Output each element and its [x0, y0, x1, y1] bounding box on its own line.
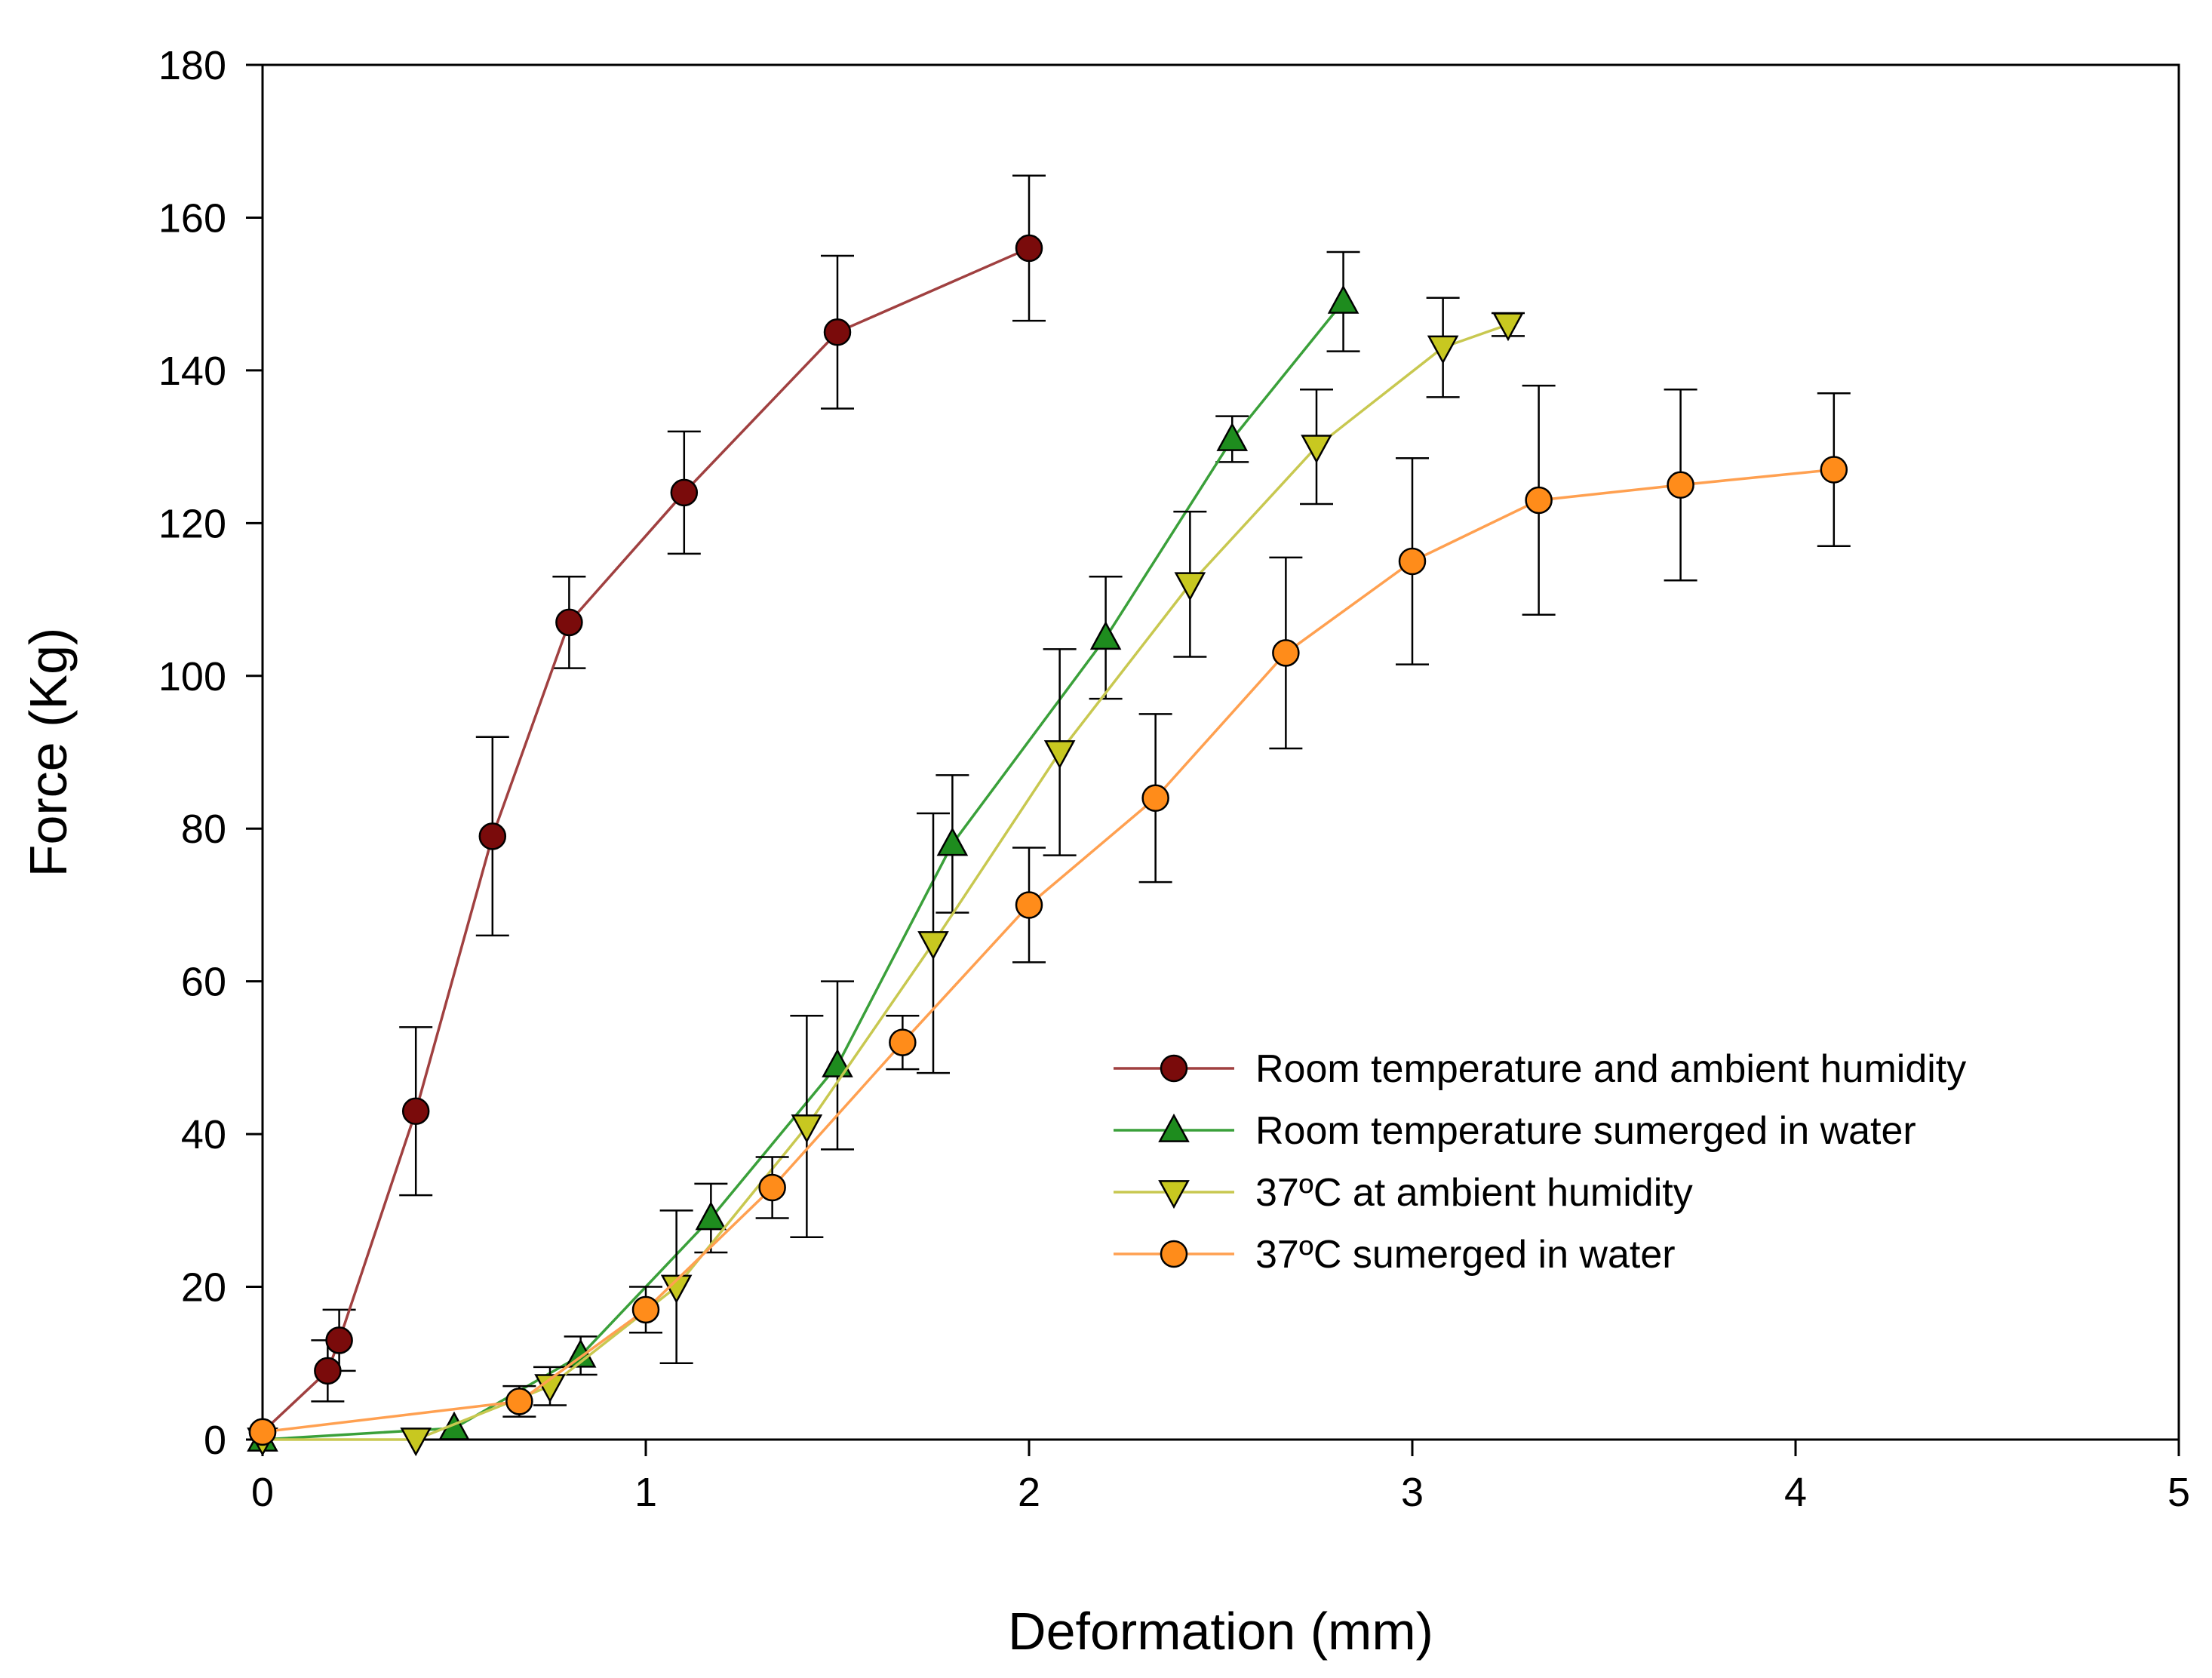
data-point	[1427, 335, 1459, 364]
data-point	[791, 1114, 823, 1144]
data-point	[889, 1028, 917, 1056]
data-point	[1015, 234, 1043, 263]
data-point	[400, 1428, 432, 1457]
data-point	[758, 1173, 786, 1202]
x-axis-title: Deformation (mm)	[1008, 1602, 1433, 1661]
legend-marker	[1158, 1180, 1190, 1209]
legend-marker	[1160, 1240, 1188, 1268]
data-point	[695, 1201, 727, 1231]
data-point	[631, 1295, 660, 1324]
legend-item: Room temperature and ambient humidity	[1114, 1047, 1966, 1091]
data-point	[505, 1388, 533, 1415]
data-point	[1174, 572, 1206, 601]
data-point	[478, 822, 507, 850]
data-point	[823, 318, 852, 346]
data-point	[936, 827, 969, 856]
data-point	[555, 608, 583, 637]
data-point	[1272, 639, 1300, 667]
x-tick-label: 2	[1018, 1470, 1040, 1515]
data-point	[1089, 621, 1122, 650]
data-point	[564, 1338, 597, 1368]
legend-item: Room temperature sumerged in water	[1114, 1109, 1916, 1153]
legend-label: Room temperature and ambient humidity	[1255, 1047, 1966, 1091]
x-tick-label: 4	[1784, 1470, 1807, 1515]
x-tick-label: 1	[634, 1470, 657, 1515]
data-point	[1015, 891, 1043, 919]
data-point	[1327, 284, 1359, 314]
data-point	[534, 1374, 566, 1403]
y-tick-label: 120	[158, 501, 226, 546]
data-point	[314, 1357, 342, 1385]
data-point	[401, 1097, 430, 1125]
y-tick-label: 160	[158, 195, 226, 241]
legend-item: 37ºC at ambient humidity	[1114, 1171, 1693, 1215]
y-tick-label: 60	[181, 960, 226, 1005]
y-tick-label: 20	[181, 1265, 226, 1311]
data-point	[1398, 547, 1427, 576]
data-point	[1525, 486, 1553, 515]
legend-label: Room temperature sumerged in water	[1255, 1109, 1916, 1153]
legend-label: 37ºC at ambient humidity	[1255, 1171, 1693, 1215]
data-point	[1301, 435, 1332, 464]
y-tick-label: 80	[181, 807, 226, 852]
data-point	[1667, 471, 1694, 499]
data-point	[1492, 312, 1524, 342]
legend-marker	[1158, 1113, 1190, 1142]
data-point	[325, 1326, 353, 1354]
data-point	[670, 478, 699, 507]
series-4	[248, 384, 1851, 1446]
axes: 0 1 2 3 4 5 0 20 40 60 80 100 120 140 160 180	[158, 43, 2190, 1515]
x-tick-label: 5	[2167, 1470, 2190, 1515]
x-tick-label: 3	[1401, 1470, 1424, 1515]
legend-label: 37ºC sumerged in water	[1255, 1233, 1676, 1277]
x-tick-label: 0	[251, 1470, 274, 1515]
y-tick-label: 140	[158, 349, 226, 394]
legend-marker	[1160, 1054, 1188, 1083]
y-tick-label: 0	[204, 1418, 226, 1463]
legend: Room temperature and ambient humidity Roo…	[1114, 1047, 1966, 1277]
y-axis-title: Force (Kg)	[19, 628, 78, 877]
data-point	[248, 1418, 277, 1446]
series-line	[262, 468, 1834, 1434]
y-tick-label: 100	[158, 654, 226, 699]
legend-item: 37ºC sumerged in water	[1114, 1233, 1676, 1277]
data-point	[1043, 740, 1076, 770]
plot-frame	[261, 63, 2180, 1441]
y-tick-label: 40	[181, 1112, 226, 1157]
y-tick-label: 180	[158, 43, 226, 88]
series-layer	[247, 174, 1851, 1457]
data-point	[1216, 422, 1249, 451]
data-point	[1141, 784, 1169, 812]
data-point	[1820, 456, 1848, 484]
data-point	[917, 931, 949, 960]
